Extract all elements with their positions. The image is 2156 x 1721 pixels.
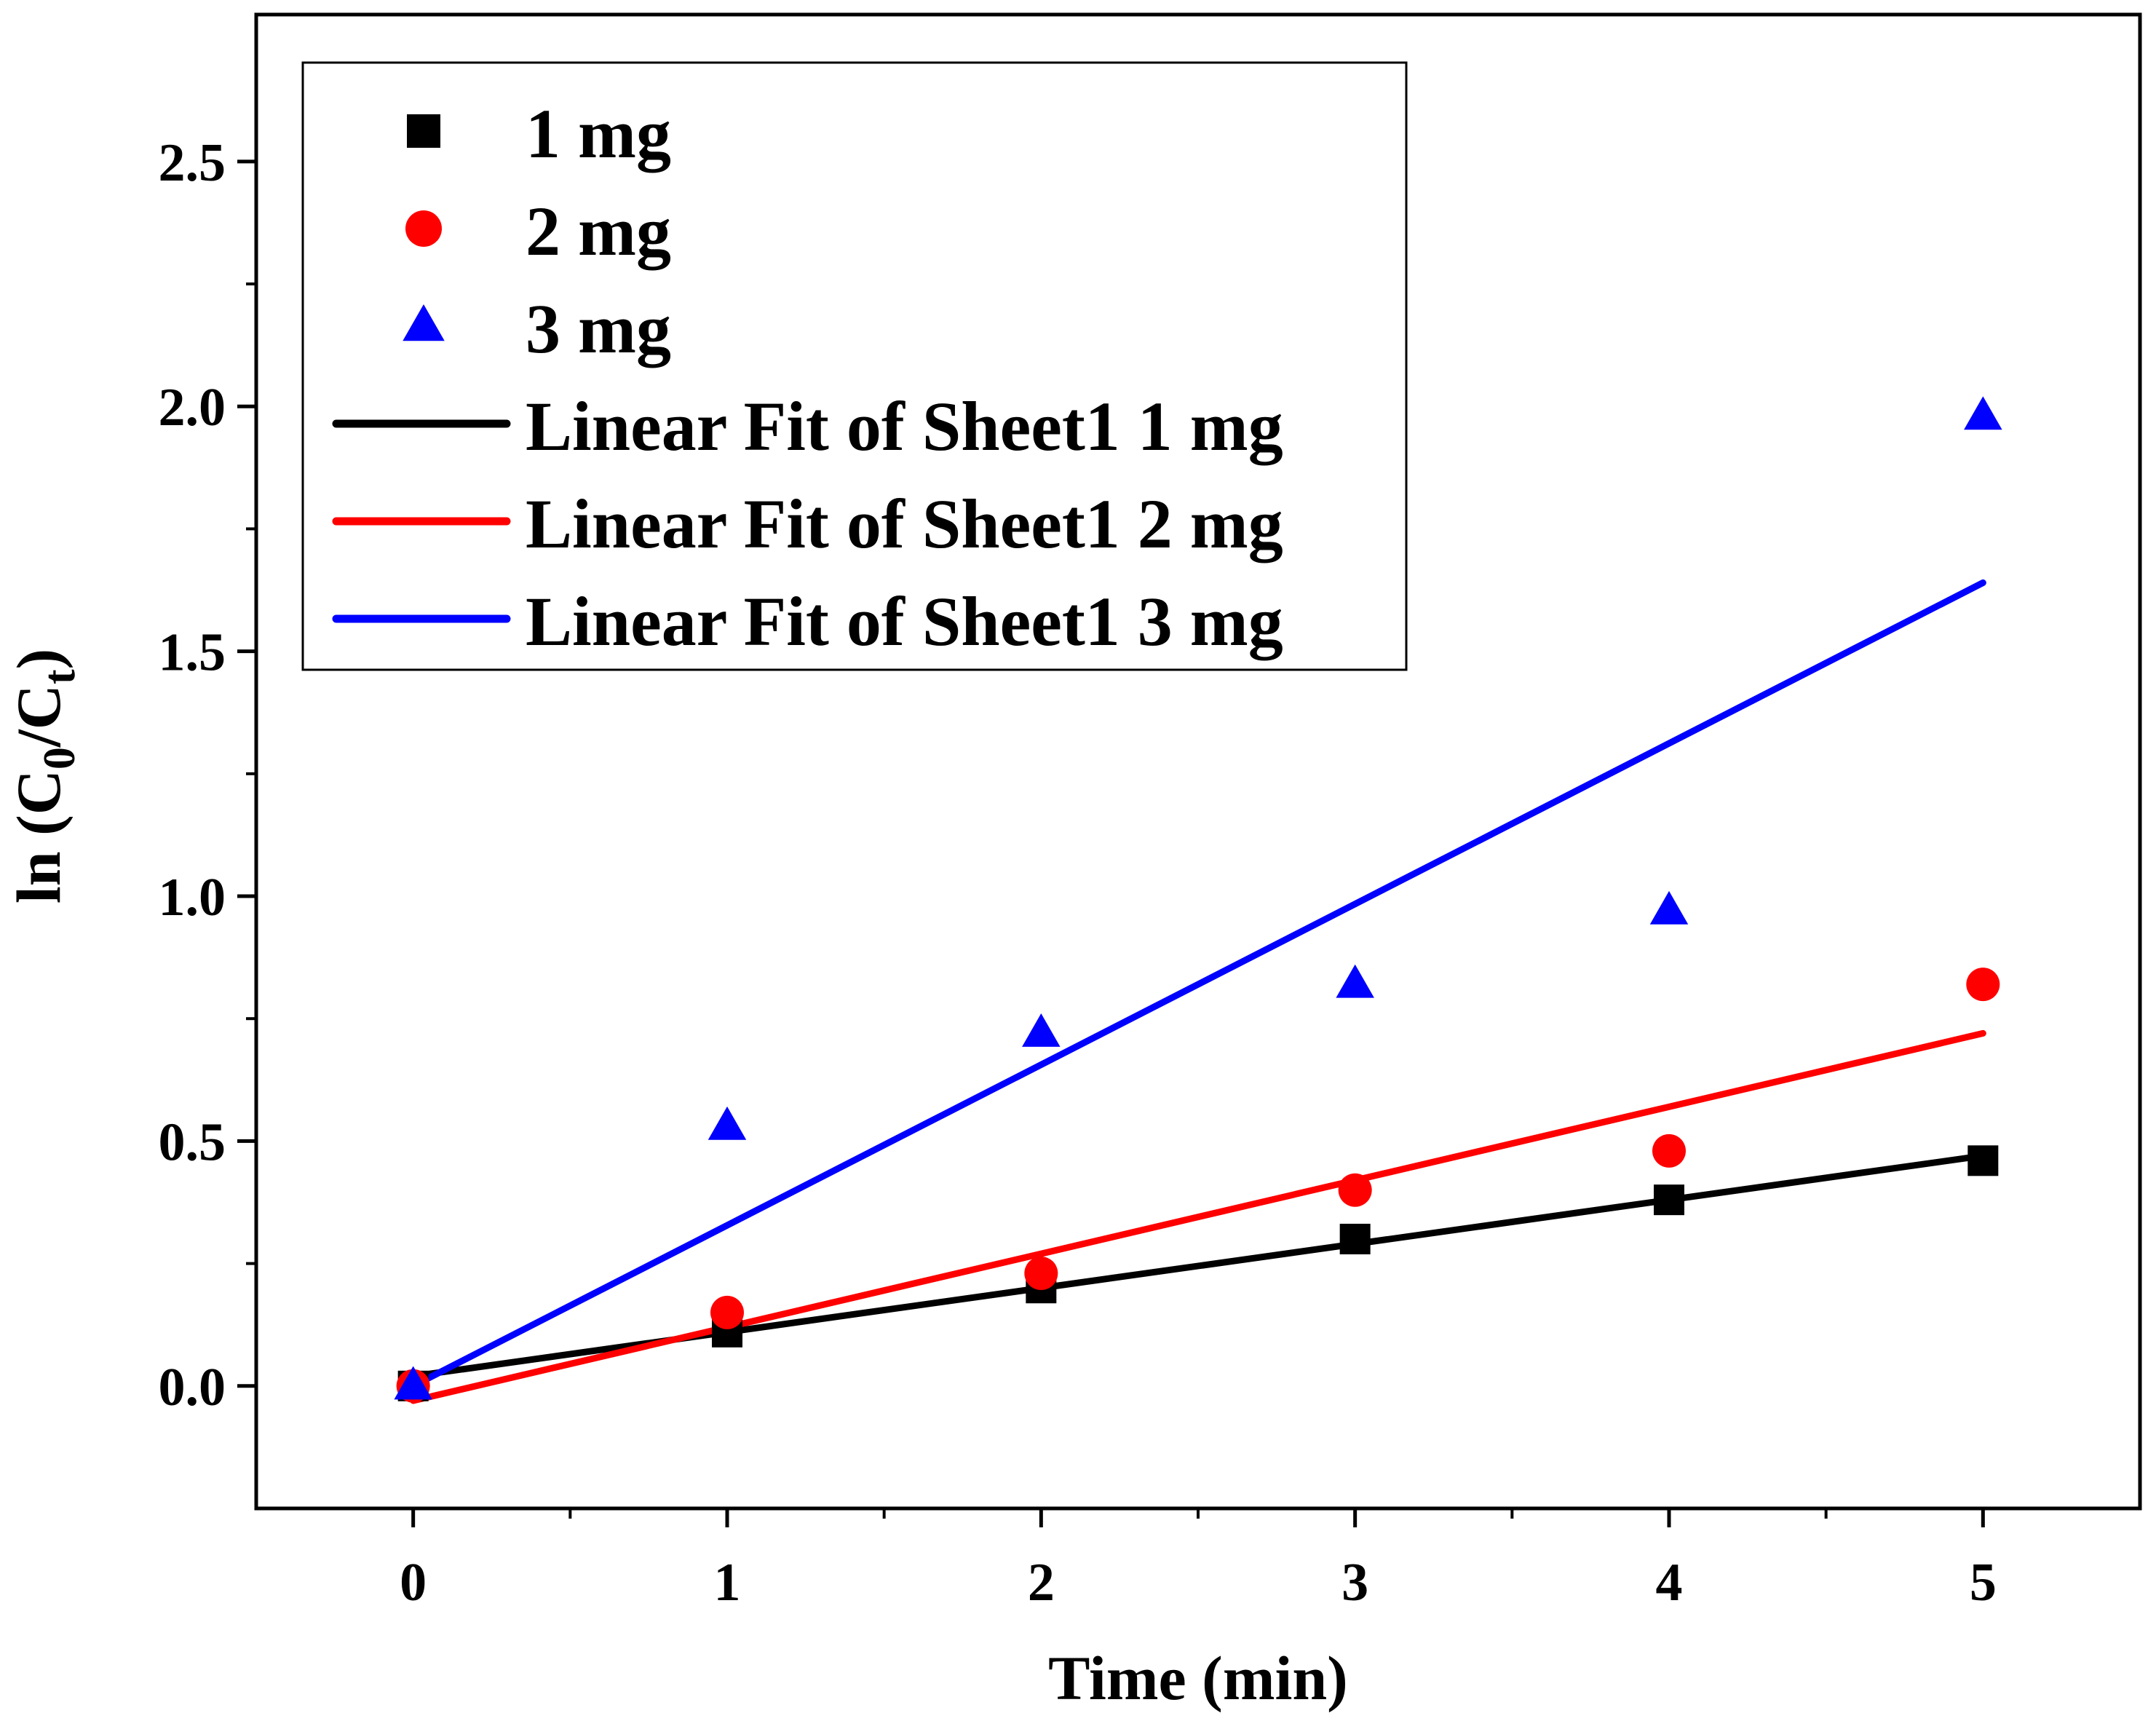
data-point-series-3 <box>1649 890 1689 925</box>
legend-label: 3 mg <box>526 290 671 368</box>
data-point-series-3 <box>394 1366 432 1400</box>
y-tick-label: 2.0 <box>159 378 226 438</box>
legend: 1 mg 2 mg 3 mg Linear Fit of Sheet1 1 mg Lin… <box>301 61 1408 671</box>
legend-label: Linear Fit of Sheet1 2 mg <box>526 485 1283 563</box>
y-tick-label: 2.5 <box>159 133 226 193</box>
data-point-series-3 <box>1022 1013 1061 1047</box>
legend-marker-1 <box>407 114 440 148</box>
legend-box <box>301 61 1408 671</box>
x-tick-label: 0 <box>400 1553 427 1613</box>
legend-marker-3 <box>403 304 445 341</box>
axis-ticks: 0 1 2 3 4 5 0.0 0.5 1.0 1.5 2.0 2.5 <box>159 133 1997 1613</box>
data-point-series-2 <box>1652 1134 1686 1168</box>
y-axis-title: ln (C0/Ct) <box>4 649 84 903</box>
legend-label: 2 mg <box>526 192 671 270</box>
data-point-series-3 <box>1964 396 2002 430</box>
y-tick-label: 0.5 <box>159 1112 226 1172</box>
legend-label: Linear Fit of Sheet1 1 mg <box>526 387 1283 465</box>
data-point-series-2 <box>710 1295 744 1329</box>
data-point-series-1 <box>1967 1145 1999 1176</box>
data-points <box>394 396 2002 1403</box>
y-tick-label: 1.5 <box>159 623 226 683</box>
y-axis-title-slash: /C <box>4 684 74 748</box>
x-tick-label: 4 <box>1656 1553 1683 1613</box>
legend-label: Linear Fit of Sheet1 3 mg <box>526 582 1283 660</box>
fit-line-3 <box>410 579 1986 1390</box>
x-tick-label: 1 <box>714 1553 741 1613</box>
x-axis-title: Time (min) <box>1048 1643 1348 1713</box>
data-point-series-2 <box>1024 1257 1058 1291</box>
data-point-series-2 <box>1966 968 2000 1002</box>
legend-label: 1 mg <box>526 95 671 173</box>
y-axis-title-subt: t <box>35 669 84 684</box>
data-point-series-3 <box>1336 964 1374 998</box>
fit-line-2 <box>410 1029 1986 1404</box>
y-tick-label: 1.0 <box>159 868 226 927</box>
data-point-series-1 <box>1339 1223 1371 1254</box>
legend-marker-2 <box>405 210 442 247</box>
y-tick-label: 0.0 <box>159 1358 226 1417</box>
data-point-series-3 <box>708 1106 747 1140</box>
data-point-series-1 <box>1654 1184 1684 1216</box>
data-point-series-2 <box>1338 1173 1372 1207</box>
y-axis-title-sub0: 0 <box>35 747 84 769</box>
x-tick-label: 3 <box>1341 1553 1368 1613</box>
x-tick-label: 2 <box>1028 1553 1055 1613</box>
y-axis-title-ln: ln (C <box>4 769 74 903</box>
y-axis-title-close: ) <box>4 649 74 670</box>
fit-lines <box>410 579 1986 1404</box>
x-tick-label: 5 <box>1970 1553 1997 1613</box>
